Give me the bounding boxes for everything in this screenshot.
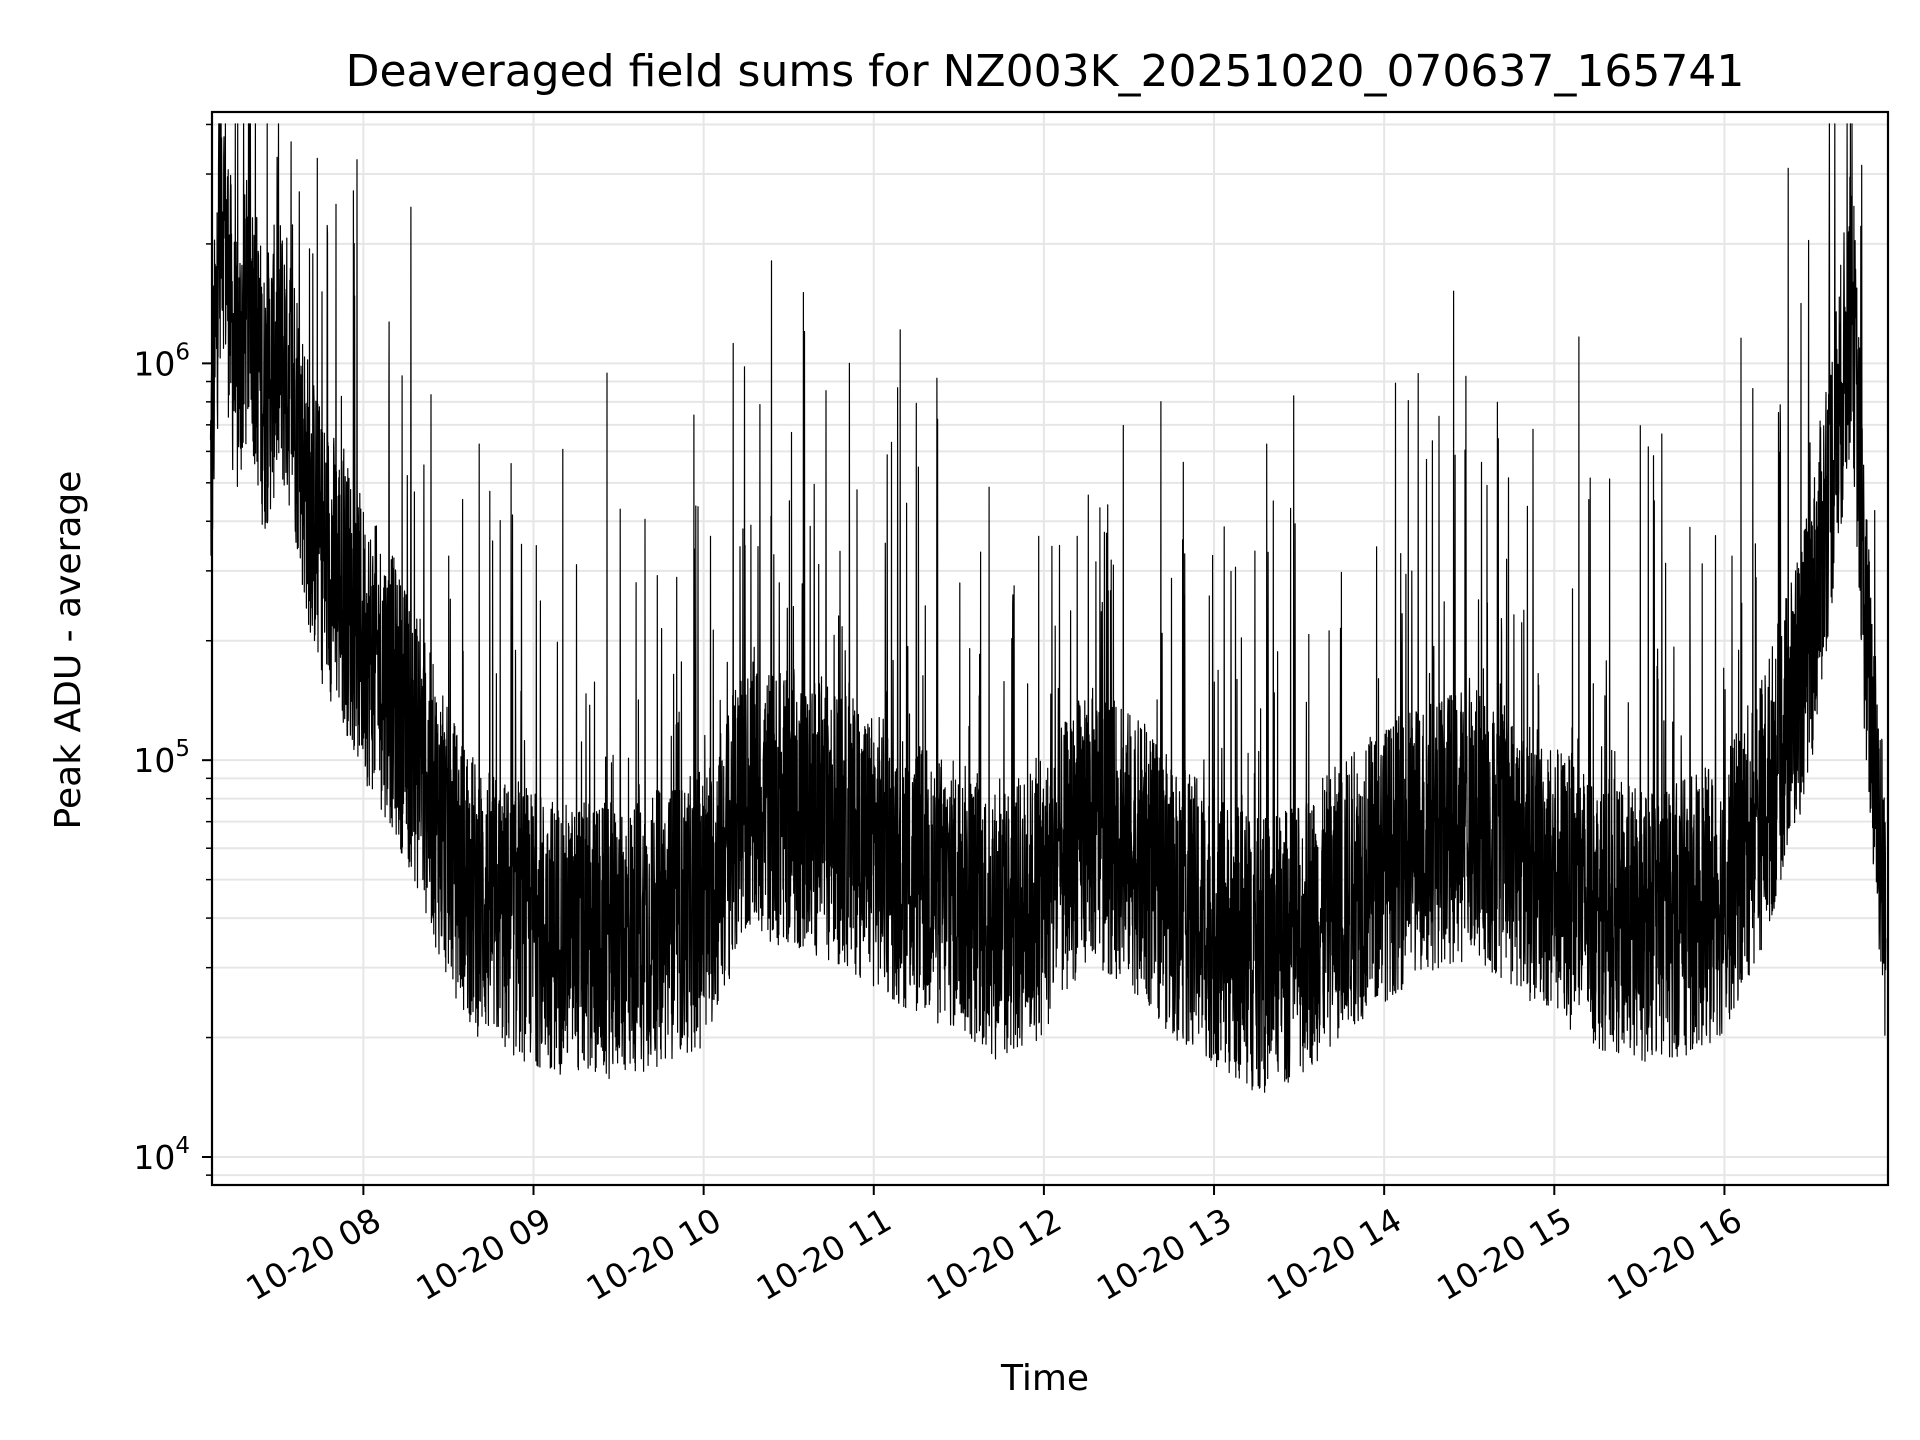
y-axis-label: Peak ADU - average bbox=[48, 471, 89, 830]
y-tick-label: 106 bbox=[133, 339, 190, 383]
series-group bbox=[209, 123, 1887, 1093]
y-tick-label: 104 bbox=[133, 1133, 190, 1177]
plot-frame bbox=[210, 110, 1890, 1187]
grid-lines bbox=[212, 112, 1888, 1185]
x-axis-label: Time bbox=[1000, 1358, 1089, 1399]
series-line bbox=[209, 123, 1887, 1093]
chart-title: Deaveraged field sums for NZ003K_2025102… bbox=[346, 46, 1745, 97]
y-tick-label: 105 bbox=[133, 736, 190, 780]
